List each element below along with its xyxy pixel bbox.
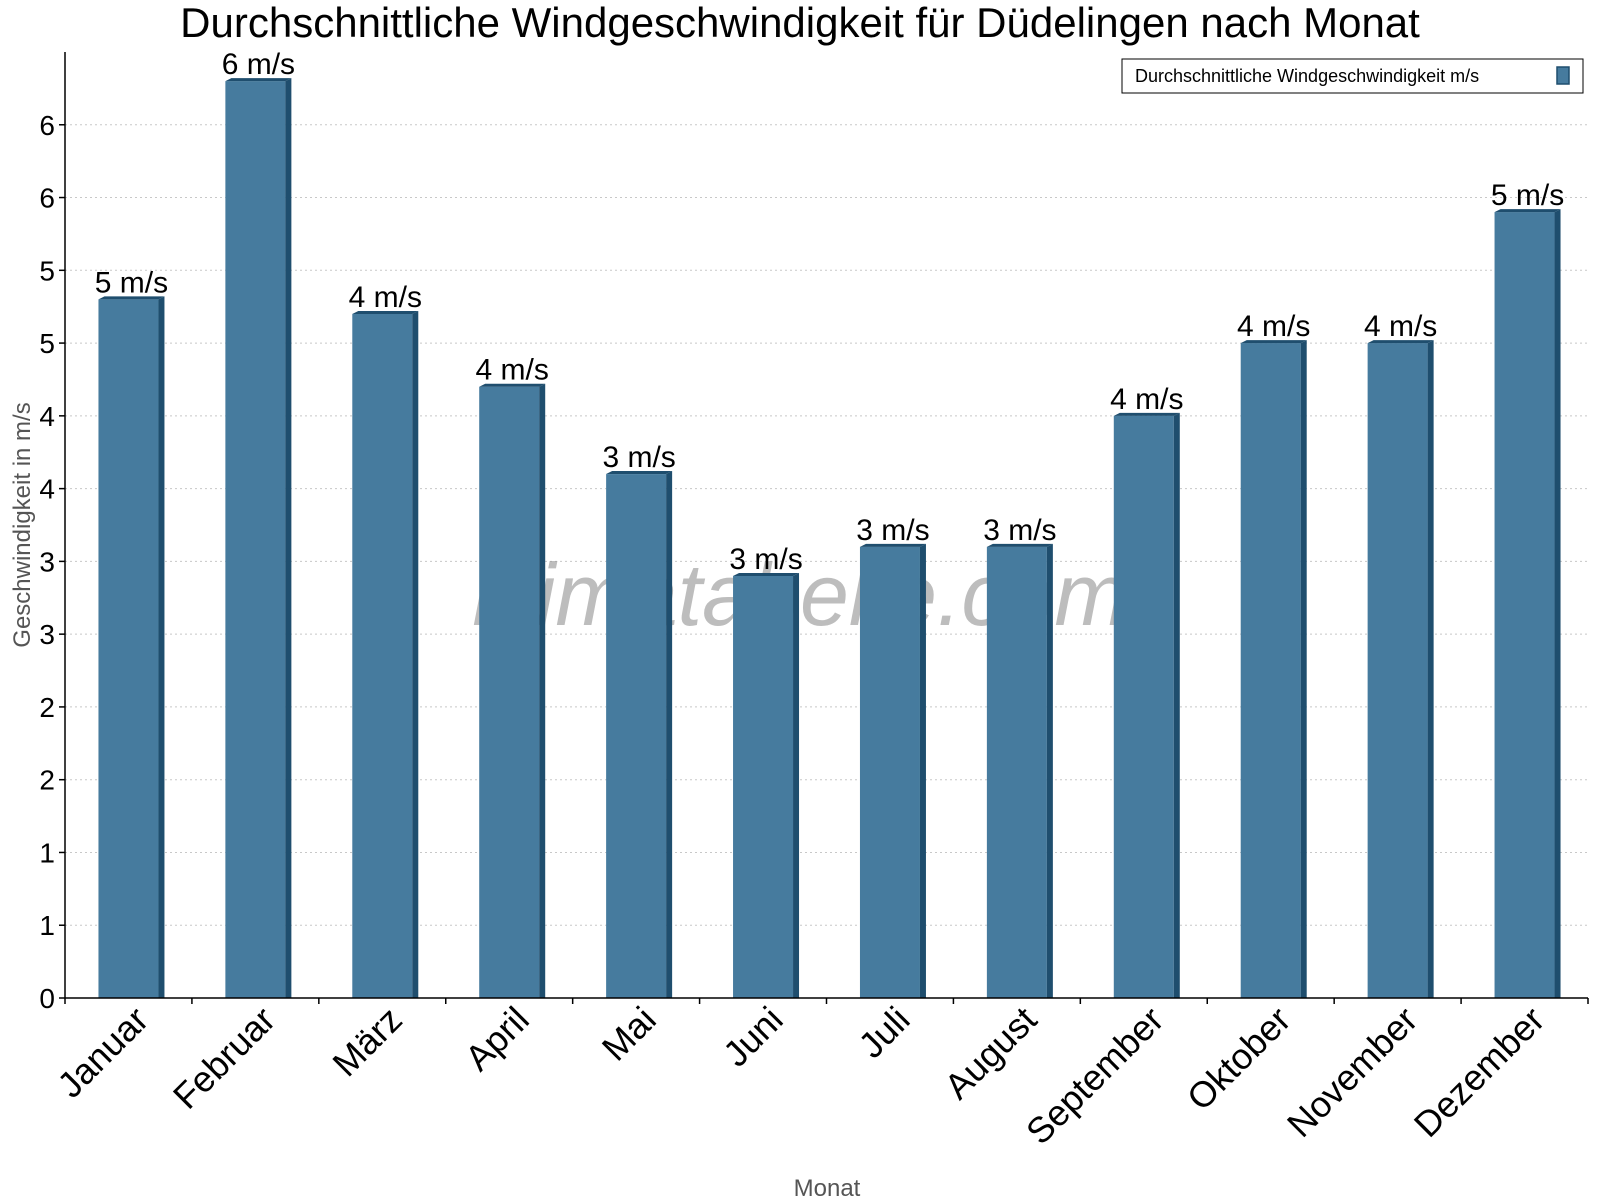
y-tick-label: 4 — [39, 474, 55, 505]
bar-value-labels: 5 m/s 6 m/s 4 m/s 4 m/s 3 m/s 3 m/s 3 m/s 3 m/s… — [95, 48, 1564, 576]
bar-value-label: 3 m/s — [729, 543, 802, 576]
y-tick-label: 6 — [39, 183, 55, 214]
x-tick-label: September — [1018, 999, 1172, 1153]
bar — [733, 575, 794, 998]
x-tick-label: August — [936, 999, 1044, 1107]
bar-top — [1494, 209, 1561, 213]
x-tick-label: November — [1279, 999, 1425, 1145]
y-tick-label: 3 — [39, 546, 55, 577]
y-tick-label: 5 — [39, 255, 55, 286]
y-tick-label: 5 — [39, 328, 55, 359]
bar-value-label: 5 m/s — [1491, 179, 1564, 212]
bar-value-label: 3 m/s — [602, 441, 675, 474]
bar-side — [919, 543, 926, 998]
x-tick-label: Juli — [850, 999, 917, 1066]
chart-title: Durchschnittliche Windgeschwindigkeit fü… — [180, 0, 1420, 46]
bar-side — [1554, 209, 1561, 999]
bar-side — [1427, 340, 1434, 999]
bar — [352, 313, 413, 998]
bar-value-label: 4 m/s — [1237, 310, 1310, 343]
bar-side — [539, 383, 546, 998]
bar-side — [666, 471, 673, 998]
bar-top — [479, 383, 546, 387]
bar-value-label: 4 m/s — [1110, 383, 1183, 416]
legend-box — [1121, 58, 1584, 94]
bar-top — [859, 543, 926, 547]
bar — [606, 474, 667, 998]
bar-top — [986, 543, 1053, 547]
x-tick-label: Oktober — [1179, 999, 1299, 1119]
bar-value-label: 4 m/s — [1364, 310, 1437, 343]
bars — [98, 78, 1561, 999]
x-tick-label: Mai — [594, 999, 664, 1069]
y-tick-label: 2 — [39, 765, 55, 796]
bar-top — [733, 572, 800, 576]
bar — [859, 546, 920, 998]
bar-value-label: 3 m/s — [856, 514, 929, 547]
bar — [479, 386, 540, 998]
bar-top — [1240, 340, 1307, 344]
bar-top — [1367, 340, 1434, 344]
bar — [986, 546, 1047, 998]
x-tick-label: März — [324, 999, 410, 1085]
bar-value-label: 3 m/s — [983, 514, 1056, 547]
y-tick-label: 2 — [39, 692, 55, 723]
x-tick-label: Dezember — [1406, 999, 1552, 1145]
y-tick-label: 0 — [39, 983, 55, 1014]
grid-lines — [65, 124, 1588, 926]
bar — [1494, 212, 1555, 999]
bar-top — [352, 310, 419, 314]
bar-value-label: 4 m/s — [476, 354, 549, 387]
y-ticks: 0 1 1 2 2 3 3 4 4 5 5 6 6 — [39, 110, 65, 1014]
y-tick-label: 3 — [39, 619, 55, 650]
y-tick-label: 1 — [39, 910, 55, 941]
bar-top — [1113, 412, 1180, 416]
bar-side — [158, 296, 165, 998]
x-tick-label: Februar — [165, 999, 283, 1117]
x-tick-label: Januar — [49, 999, 156, 1106]
bar-side — [285, 78, 292, 999]
x-tick-label: Juni — [715, 999, 791, 1075]
bar-value-label: 6 m/s — [222, 48, 295, 81]
legend-label: Durchschnittliche Windgeschwindigkeit m/… — [1135, 66, 1479, 86]
bar-value-label: 5 m/s — [95, 266, 168, 299]
bar-top — [98, 296, 165, 300]
bar — [225, 81, 286, 999]
legend-swatch — [1556, 66, 1570, 85]
legend: Durchschnittliche Windgeschwindigkeit m/… — [1121, 58, 1584, 94]
bar-side — [1173, 412, 1180, 998]
y-tick-label: 4 — [39, 401, 55, 432]
x-tick-label: April — [457, 999, 537, 1079]
y-tick-label: 6 — [39, 110, 55, 141]
bar — [1367, 343, 1428, 999]
bar-side — [412, 310, 419, 998]
y-axis-title: Geschwindigkeit in m/s — [9, 402, 36, 647]
bar — [98, 299, 159, 998]
bar — [1240, 343, 1301, 999]
bar-value-label: 4 m/s — [349, 281, 422, 314]
bar-top — [606, 471, 673, 475]
bar-side — [793, 572, 800, 998]
y-tick-label: 1 — [39, 837, 55, 868]
axes — [64, 52, 1588, 999]
bar — [1113, 415, 1174, 998]
bar-top — [225, 78, 292, 82]
bar-side — [1046, 543, 1053, 998]
x-ticks: Januar Februar März April Mai Juni Juli AugustS… — [49, 998, 1589, 1153]
bar-side — [1300, 340, 1307, 999]
x-axis-title: Monat — [794, 1175, 861, 1200]
